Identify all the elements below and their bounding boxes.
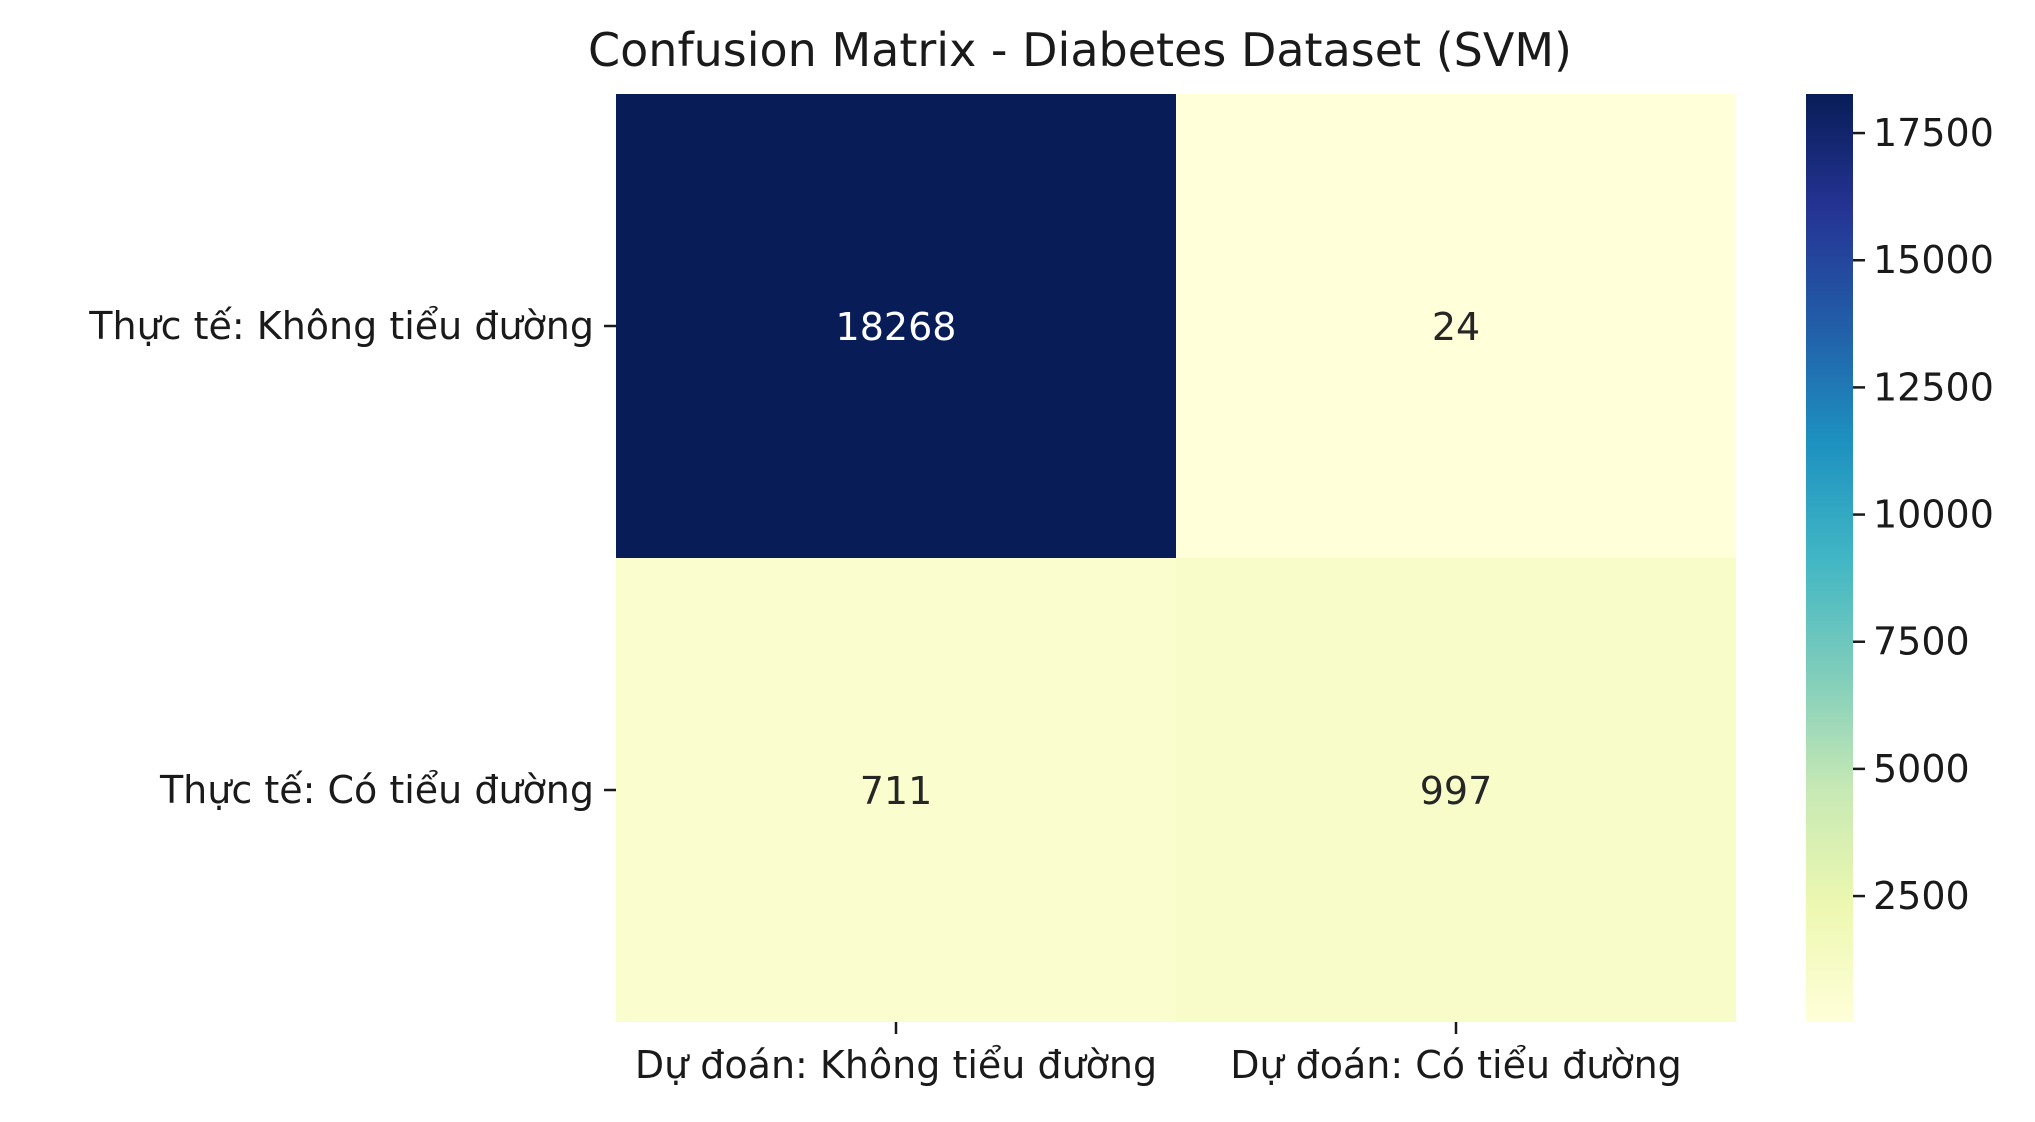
heatmap-cell	[616, 558, 1176, 1022]
cell-value-label: 997	[1420, 769, 1493, 813]
x-tick-label: Dự đoán: Có tiểu đường	[1230, 1043, 1682, 1087]
y-tick-labels: Thực tế: Không tiểu đường Thực tế: Có tiể…	[88, 304, 616, 812]
heatmap-cell	[1176, 558, 1736, 1022]
colorbar-tick-label: 5000	[1873, 747, 1970, 791]
y-tick-label: Thực tế: Không tiểu đường	[88, 304, 594, 348]
colorbar-ticks: 2500 5000 7500 10000 12500 15000 17500	[1853, 111, 1994, 918]
x-tick-label: Dự đoán: Không tiểu đường	[635, 1043, 1157, 1087]
cell-value-label: 18268	[836, 305, 957, 349]
colorbar-tick-label: 2500	[1873, 874, 1970, 918]
cell-value-label: 24	[1432, 305, 1480, 349]
colorbar-tick-label: 10000	[1873, 493, 1994, 537]
chart-title: Confusion Matrix - Diabetes Dataset (SVM…	[588, 23, 1572, 77]
colorbar-tick-label: 7500	[1873, 620, 1970, 664]
y-tick-label: Thực tế: Có tiểu đường	[159, 768, 594, 812]
heatmap-cell	[616, 94, 1176, 558]
colorbar-tick-label: 17500	[1873, 111, 1994, 155]
colorbar-tick-label: 15000	[1873, 238, 1994, 282]
heatmap-cell	[1176, 94, 1736, 558]
cell-value-label: 711	[860, 769, 933, 813]
colorbar	[1806, 94, 1853, 1022]
heatmap-cells: 18268 24 711 997	[616, 94, 1736, 1022]
x-tick-labels: Dự đoán: Không tiểu đường Dự đoán: Có tiể…	[635, 1022, 1682, 1087]
colorbar-tick-label: 12500	[1873, 365, 1994, 409]
